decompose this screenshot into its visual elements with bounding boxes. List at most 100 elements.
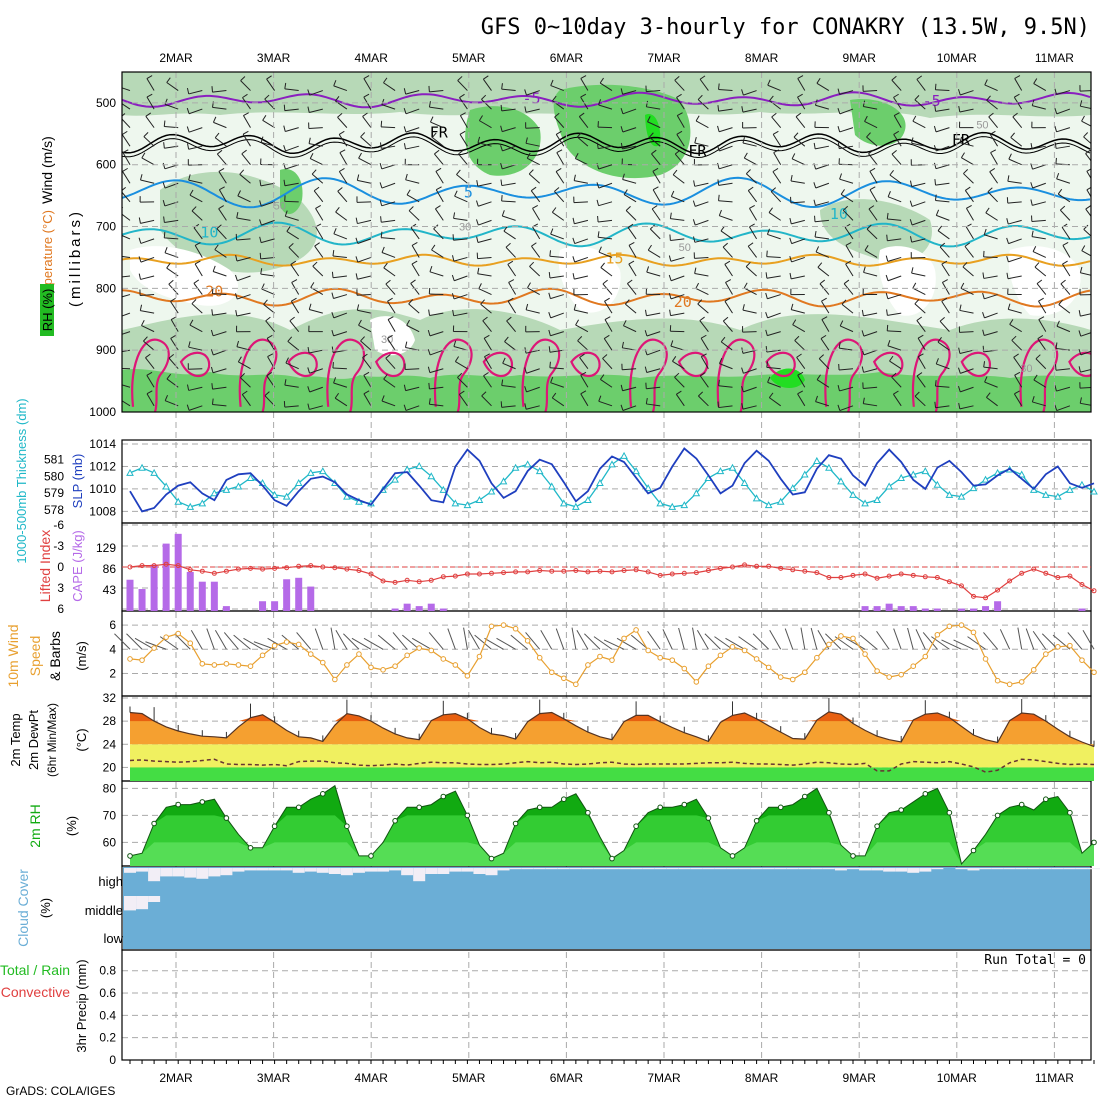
upper-wind-barb-flag — [379, 182, 383, 189]
upper-wind-barb — [1031, 219, 1046, 222]
upper-wind-barb-flag — [692, 200, 696, 207]
upper-wind-barb — [935, 199, 950, 203]
upper-wind-barb-flag — [360, 336, 365, 342]
upper-wind-barb-flag — [772, 168, 779, 173]
upper-wind-barb — [986, 99, 998, 110]
upper-wind-barb — [1034, 266, 1047, 277]
upper-wind-barb-flag — [817, 262, 823, 268]
temp-label: 2m Temp — [8, 713, 23, 766]
upper-wind-barb-flag — [893, 130, 900, 135]
upper-wind-barb-flag — [218, 167, 225, 172]
upper-wind-barb-flag — [743, 282, 748, 289]
upper-wind-barb-flag — [331, 271, 334, 278]
upper-wind-barb-flag — [235, 255, 238, 262]
wind-speed-point — [777, 674, 784, 680]
upper-wind-barb-flag — [507, 260, 514, 265]
thickness-tick: 581 — [44, 452, 64, 466]
upper-wind-barb-flag — [957, 367, 961, 374]
upper-wind-barb-flag — [500, 179, 503, 186]
thickness-point — [897, 473, 906, 481]
cloud-gap-high — [581, 868, 594, 870]
upper-wind-barb-flag — [358, 319, 362, 326]
rh2m-point — [127, 853, 133, 859]
cloud-gap-high — [304, 868, 317, 872]
lifted-index-point — [272, 565, 278, 571]
upper-wind-barb — [767, 381, 781, 388]
upper-wind-barb — [285, 145, 299, 152]
upper-wind-barb — [505, 246, 516, 258]
upper-wind-barb — [1033, 379, 1047, 388]
surface-wind-barb — [114, 633, 131, 650]
upper-wind-barb-flag — [742, 304, 745, 311]
upper-wind-barb-flag — [987, 187, 993, 193]
cape-bar — [982, 606, 990, 611]
upper-wind-barb — [911, 142, 926, 147]
upper-wind-barb — [939, 320, 950, 332]
upper-wind-barb — [990, 152, 999, 165]
rh2m-label: 2m RH — [27, 804, 43, 848]
upper-wind-barb — [577, 340, 589, 351]
upper-wind-barb-flag — [283, 145, 287, 152]
upper-wind-barb-flag — [428, 101, 431, 108]
upper-wind-barb — [189, 194, 203, 203]
upper-wind-barb — [815, 164, 830, 170]
upper-wind-barb-flag — [331, 312, 335, 319]
surface-wind-barb — [1067, 632, 1083, 650]
upper-air-ylabel-group: Wind (m/s) Temperature (°C) RH (%) (mill… — [39, 136, 84, 336]
lifted-index-point — [705, 568, 711, 573]
upper-wind-barb — [218, 189, 227, 203]
thickness-point — [608, 460, 616, 468]
upper-wind-barb-flag — [337, 112, 343, 118]
upper-wind-barb-flag — [1009, 319, 1014, 325]
upper-wind-barb — [820, 338, 830, 351]
upper-wind-barb — [718, 88, 733, 92]
upper-wind-barb — [189, 324, 203, 333]
wind-speed-point — [163, 634, 169, 640]
upper-wind-barb — [670, 312, 685, 317]
upper-wind-barb-flag — [741, 106, 744, 113]
upper-wind-barb — [1032, 105, 1046, 110]
upper-wind-barb — [936, 363, 950, 370]
surface-wind-barb — [447, 628, 456, 650]
upper-wind-barb — [651, 153, 661, 166]
upper-wind-barb — [458, 153, 468, 166]
upper-wind-barb — [791, 219, 805, 225]
upper-wind-barb — [598, 104, 613, 110]
upper-wind-barb-flag — [580, 75, 587, 79]
upper-wind-barb — [652, 171, 661, 184]
cloud-gap-high — [750, 868, 763, 870]
upper-wind-barb-flag — [989, 168, 996, 173]
thickness-point — [246, 473, 255, 481]
upper-wind-barb — [266, 78, 276, 91]
rh-contour — [521, 338, 561, 412]
upper-wind-barb — [960, 287, 974, 295]
upper-wind-barb — [501, 88, 516, 92]
upper-wind-barb-flag — [237, 356, 242, 363]
upper-wind-barb — [579, 357, 589, 370]
upper-wind-barb-flag — [524, 106, 527, 113]
upper-wind-barb — [166, 82, 179, 91]
upper-wind-barb-flag — [694, 137, 697, 144]
upper-wind-barb-flag — [889, 355, 894, 362]
wind-speed-point — [946, 623, 953, 630]
upper-wind-barb — [791, 158, 806, 166]
surface-wind-barb — [692, 627, 697, 650]
upper-wind-barb-flag — [187, 143, 190, 150]
lifted-index-point — [1055, 575, 1061, 580]
upper-wind-barb-flag — [842, 205, 849, 211]
upper-wind-barb-flag — [917, 353, 924, 358]
upper-wind-barb-flag — [939, 316, 945, 322]
upper-wind-barb-flag — [266, 372, 273, 377]
wind-speed-point — [609, 657, 615, 663]
minmax-label: (6hr Min/Max) — [45, 703, 59, 777]
upper-wind-barb — [598, 236, 613, 240]
rh-contour — [765, 351, 796, 378]
upper-wind-barb-flag — [284, 82, 287, 89]
upper-wind-barb — [574, 256, 589, 263]
upper-wind-barb-flag — [122, 167, 128, 172]
upper-wind-barb — [339, 152, 348, 165]
upper-wind-barb-flag — [1038, 316, 1045, 320]
upper-wind-barb — [718, 108, 733, 112]
rh-contour — [179, 351, 211, 378]
upper-wind-barb-flag — [845, 242, 852, 246]
